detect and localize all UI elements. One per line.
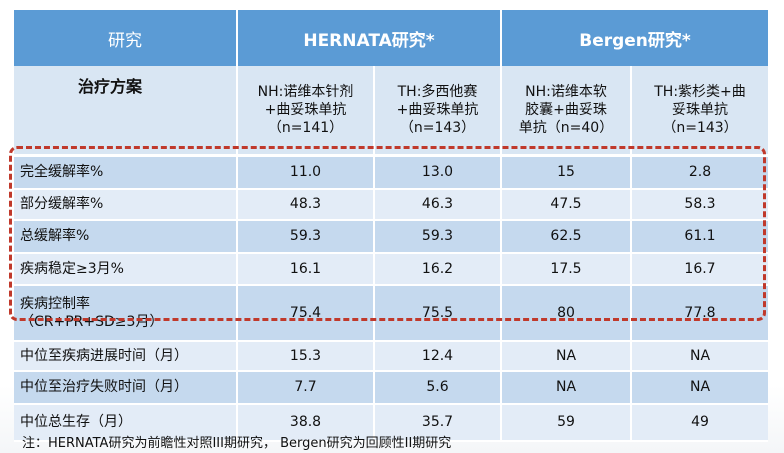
arm-cell: TH:多西他赛 +曲妥珠单抗 （n=143） (374, 66, 503, 157)
value-cell: NA (631, 370, 769, 405)
value-cell: 35.7 (374, 403, 503, 442)
value-cell: 11.0 (237, 155, 375, 190)
value-cell: 59 (501, 403, 633, 442)
value-cell: 59.3 (374, 219, 503, 254)
footnote: 注：HERNATA研究为前瞻性对照III期研究， Bergen研究为回顾性II期… (22, 436, 452, 451)
header-row: 研究 HERNATA研究* Bergen研究* (14, 10, 769, 66)
table-row: 中位至治疗失败时间（月） 7.7 5.6 NA NA (14, 370, 769, 405)
value-cell: NA (631, 340, 769, 372)
header-hernata: HERNATA研究* (237, 10, 503, 66)
value-cell: NA (501, 370, 633, 405)
value-cell: 62.5 (501, 219, 633, 254)
row-label: 总缓解率% (14, 219, 238, 254)
header-study: 研究 (14, 10, 238, 66)
value-cell: 16.2 (374, 252, 503, 286)
value-cell: 13.0 (374, 155, 503, 190)
value-cell: 58.3 (631, 188, 769, 221)
arm-cell: TH:紫杉类+曲 妥珠单抗 （n=143） (631, 66, 769, 157)
row-label: 中位至治疗失败时间（月） (14, 370, 238, 405)
table-row: 部分缓解率% 48.3 46.3 47.5 58.3 (14, 188, 769, 221)
value-cell: 75.4 (237, 284, 375, 342)
value-cell: NA (501, 340, 633, 372)
treatment-label: 治疗方案 (14, 66, 238, 157)
value-cell: 15 (501, 155, 633, 190)
value-cell: 46.3 (374, 188, 503, 221)
value-cell: 77.8 (631, 284, 769, 342)
row-label: 疾病稳定≥3月% (14, 252, 238, 286)
value-cell: 48.3 (237, 188, 375, 221)
value-cell: 49 (631, 403, 769, 442)
value-cell: 12.4 (374, 340, 503, 372)
row-label: 部分缓解率% (14, 188, 238, 221)
table-row: 中位总生存（月） 38.8 35.7 59 49 (14, 403, 769, 442)
table-row: 疾病控制率 （CR+PR+SD≥3月） 75.4 75.5 80 77.8 (14, 284, 769, 342)
value-cell: 17.5 (501, 252, 633, 286)
value-cell: 38.8 (237, 403, 375, 442)
value-cell: 75.5 (374, 284, 503, 342)
arm-cell: NH:诺维本软 胶囊+曲妥珠 单抗（n=40） (501, 66, 633, 157)
value-cell: 61.1 (631, 219, 769, 254)
value-cell: 80 (501, 284, 633, 342)
value-cell: 59.3 (237, 219, 375, 254)
table-row: 总缓解率% 59.3 59.3 62.5 61.1 (14, 219, 769, 254)
arm-cell: NH:诺维本针剂 +曲妥珠单抗 （n=141） (237, 66, 375, 157)
comparison-table: 研究 HERNATA研究* Bergen研究* 治疗方案 NH:诺维本针剂 +曲妥… (14, 10, 769, 442)
value-cell: 2.8 (631, 155, 769, 190)
row-label: 疾病控制率 （CR+PR+SD≥3月） (14, 284, 238, 342)
table-row: 疾病稳定≥3月% 16.1 16.2 17.5 16.7 (14, 252, 769, 286)
row-label: 中位至疾病进展时间（月） (14, 340, 238, 372)
header-bergen: Bergen研究* (501, 10, 769, 66)
value-cell: 7.7 (237, 370, 375, 405)
value-cell: 47.5 (501, 188, 633, 221)
value-cell: 15.3 (237, 340, 375, 372)
value-cell: 16.7 (631, 252, 769, 286)
value-cell: 16.1 (237, 252, 375, 286)
table-row: 中位至疾病进展时间（月） 15.3 12.4 NA NA (14, 340, 769, 372)
value-cell: 5.6 (374, 370, 503, 405)
row-label: 中位总生存（月） (14, 403, 238, 442)
treatment-row: 治疗方案 NH:诺维本针剂 +曲妥珠单抗 （n=141） TH:多西他赛 +曲妥珠单抗… (14, 66, 769, 157)
row-label: 完全缓解率% (14, 155, 238, 190)
table-row: 完全缓解率% 11.0 13.0 15 2.8 (14, 155, 769, 190)
